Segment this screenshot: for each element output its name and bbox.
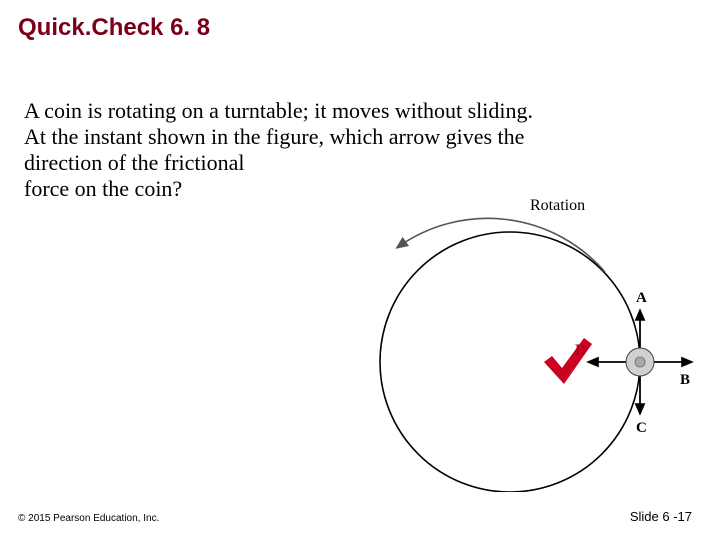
answer-letter: D bbox=[575, 342, 587, 360]
rotation-arc bbox=[398, 218, 605, 272]
body-line: At the instant shown in the figure, whic… bbox=[24, 124, 680, 150]
page-title: Quick.Check 6. 8 bbox=[18, 14, 210, 42]
turntable-figure: Rotation A B C bbox=[360, 172, 700, 492]
copyright-text: © 2015 Pearson Education, Inc. bbox=[18, 513, 159, 524]
label-A: A bbox=[636, 290, 647, 306]
label-C: C bbox=[636, 420, 647, 436]
body-line: A coin is rotating on a turntable; it mo… bbox=[24, 98, 680, 124]
coin bbox=[626, 348, 654, 376]
slide-number: Slide 6 -17 bbox=[630, 509, 692, 524]
rotation-label: Rotation bbox=[530, 197, 585, 214]
label-B: B bbox=[680, 372, 690, 388]
figure-svg: Rotation A B C bbox=[360, 172, 700, 492]
